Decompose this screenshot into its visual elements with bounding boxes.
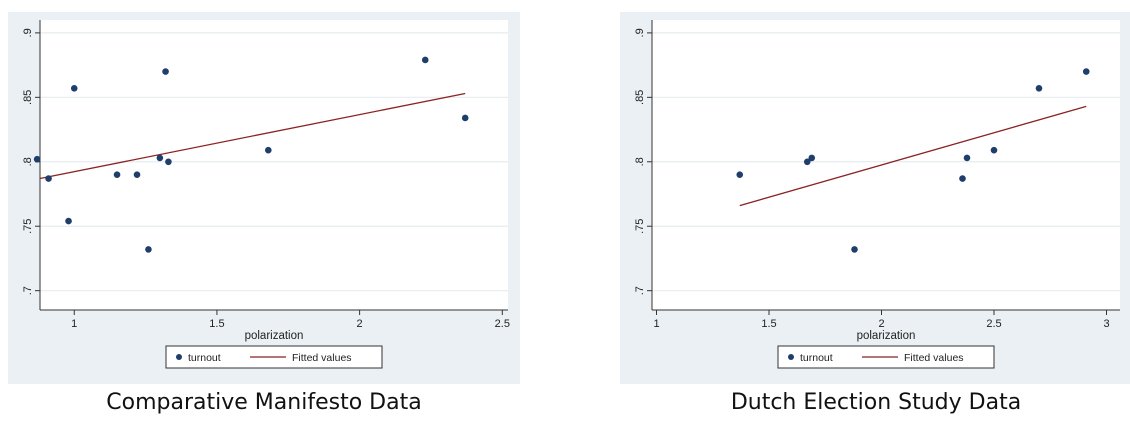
data-point <box>133 171 141 178</box>
y-tick-label: .8 <box>22 157 34 166</box>
x-tick-label: 1.5 <box>761 318 776 330</box>
data-point <box>264 146 272 154</box>
data-point <box>736 171 744 178</box>
data-point <box>990 146 998 154</box>
data-point <box>803 158 811 166</box>
chart-panel-left: .7 .75 .8 .85 .9 1 1.5 2 2.5 polarization turnout F… <box>8 12 520 384</box>
data-point <box>963 154 971 162</box>
y-tick-label: .9 <box>22 28 34 37</box>
data-point <box>461 114 469 122</box>
chart-panel-right: .7 .75 .8 .85 .9 1 1.5 2 2.5 3 polarization turnout… <box>620 12 1130 384</box>
data-point <box>33 155 41 163</box>
legend-label-turnout: turnout <box>800 352 833 364</box>
y-tick-label: .7 <box>22 286 34 295</box>
plot-area <box>652 20 1120 310</box>
y-tick-label: .7 <box>634 286 646 295</box>
legend-label-fitted: Fitted values <box>904 352 964 364</box>
data-point <box>113 171 121 178</box>
x-axis-label: polarization <box>857 330 916 342</box>
y-tick-label: .75 <box>634 219 646 234</box>
x-tick-label: 3 <box>1103 318 1109 330</box>
plot-area <box>40 20 508 310</box>
data-point <box>808 154 816 162</box>
data-point <box>45 175 52 182</box>
y-tick-label: .85 <box>22 90 34 105</box>
legend-marker-turnout <box>176 354 182 360</box>
data-point <box>851 246 858 253</box>
scatter-chart-left: .7 .75 .8 .85 .9 1 1.5 2 2.5 polarization turnout F… <box>22 20 510 369</box>
data-point <box>421 56 429 64</box>
x-tick-label: 2.5 <box>986 318 1001 330</box>
data-point <box>959 175 966 182</box>
data-point <box>70 85 78 92</box>
scatter-chart-right: .7 .75 .8 .85 .9 1 1.5 2 2.5 3 polarization turnout… <box>634 20 1120 369</box>
x-axis-label: polarization <box>245 330 304 342</box>
data-point <box>1035 85 1043 92</box>
legend-marker-turnout <box>788 354 794 360</box>
data-point <box>145 246 152 253</box>
x-tick-label: 1 <box>71 318 77 330</box>
data-point <box>156 154 164 162</box>
y-tick-label: .8 <box>634 157 646 166</box>
y-tick-label: .75 <box>22 219 34 234</box>
fitted-line <box>39 92 466 180</box>
chart-caption-left: Comparative Manifesto Data <box>106 390 422 415</box>
x-tick-label: 1.5 <box>209 318 224 330</box>
y-tick-label: .9 <box>634 28 646 37</box>
fitted-line <box>739 105 1087 207</box>
chart-caption-right: Dutch Election Study Data <box>730 390 1022 415</box>
data-point <box>165 158 172 166</box>
x-tick-label: 2.5 <box>495 318 510 330</box>
y-tick-label: .85 <box>634 90 646 105</box>
data-point <box>65 217 72 225</box>
data-point <box>162 68 169 75</box>
x-tick-label: 2 <box>878 318 884 330</box>
legend-label-turnout: turnout <box>188 352 221 364</box>
legend-label-fitted: Fitted values <box>292 352 352 364</box>
data-point <box>1082 68 1090 75</box>
x-tick-label: 1 <box>653 318 659 330</box>
x-tick-label: 2 <box>357 318 363 330</box>
